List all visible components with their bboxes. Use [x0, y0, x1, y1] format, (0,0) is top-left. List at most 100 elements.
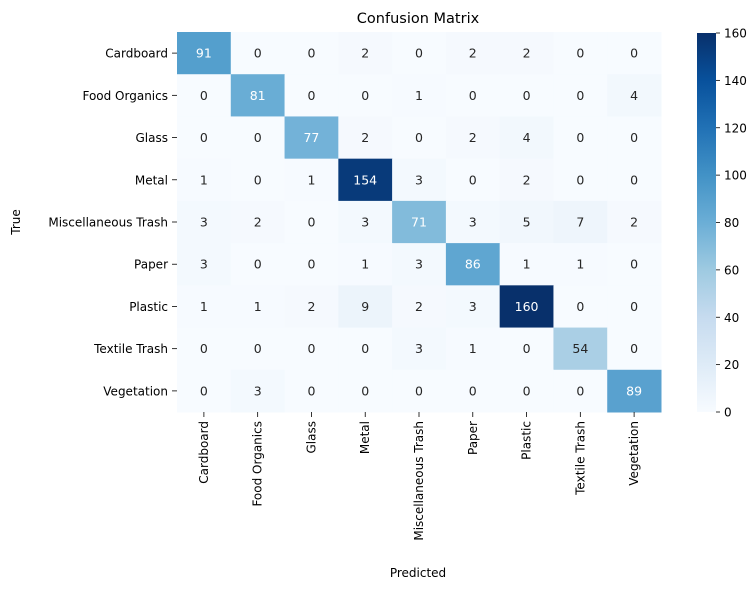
heatmap-cell — [445, 369, 501, 413]
y-axis-ticks: Cardboard Food Organics Glass Metal Miscella… — [48, 47, 177, 398]
colorbar-tick-label: 140 — [724, 74, 747, 88]
cell-value-label: 3 — [415, 257, 423, 272]
heatmap-cell — [284, 116, 339, 160]
heatmap-cell — [177, 32, 232, 75]
heatmap-cell — [230, 158, 286, 202]
cell-value-label: 1 — [361, 257, 369, 272]
cell-value-label: 0 — [630, 172, 638, 187]
cell-value-label: 1 — [254, 299, 262, 314]
cell-value-label: 4 — [523, 130, 531, 145]
x-tick-label: Miscellaneous Trash — [412, 421, 426, 541]
cell-value-label: 81 — [250, 88, 266, 103]
heatmap-cell — [607, 74, 662, 117]
cell-value-label: 0 — [469, 383, 477, 398]
heatmap-cell — [392, 327, 447, 371]
heatmap-cell — [230, 327, 286, 371]
heatmap-cell — [553, 32, 608, 75]
heatmap-cell — [499, 200, 554, 244]
colorbar — [697, 33, 716, 412]
heatmap-cell — [445, 285, 501, 329]
heatmap-cell — [499, 243, 554, 286]
heatmap-cell — [607, 32, 662, 75]
heatmap-cell — [230, 116, 286, 160]
heatmap-cell — [392, 285, 447, 329]
heatmap-cell — [284, 327, 339, 371]
cell-value-label: 0 — [361, 341, 369, 356]
y-tick-label: Metal — [135, 173, 168, 187]
cell-value-label: 9 — [361, 299, 369, 314]
heatmap-cell — [553, 200, 608, 244]
heatmap-cell — [499, 327, 554, 371]
heatmap-cell — [177, 200, 232, 244]
cell-value-label: 0 — [254, 130, 262, 145]
colorbar-tick-label: 60 — [724, 263, 739, 277]
colorbar-tick-label: 80 — [724, 216, 739, 230]
cell-value-label: 2 — [415, 299, 423, 314]
cell-value-label: 7 — [576, 215, 584, 230]
cell-value-label: 0 — [200, 130, 208, 145]
heatmap-cell — [230, 243, 286, 286]
cell-value-label: 0 — [469, 172, 477, 187]
heatmap-cells — [177, 32, 662, 413]
heatmap-cell — [607, 369, 662, 413]
y-tick-label: Vegetation — [103, 384, 168, 398]
heatmap-cell — [284, 32, 339, 75]
cell-value-label: 0 — [254, 172, 262, 187]
cell-value-label: 3 — [200, 215, 208, 230]
cell-value-label: 2 — [523, 46, 531, 61]
heatmap-cell — [230, 74, 286, 117]
cell-value-label: 3 — [415, 341, 423, 356]
heatmap-cell — [177, 327, 232, 371]
colorbar-tick-label: 0 — [724, 406, 732, 420]
heatmap-cell — [445, 243, 501, 286]
heatmap-cell — [284, 369, 339, 413]
cell-value-label: 0 — [576, 130, 584, 145]
heatmap-cell — [499, 285, 554, 329]
heatmap-cell — [607, 116, 662, 160]
colorbar-ticks: 0 20 40 60 80 100 120 140 160 — [716, 27, 747, 420]
heatmap-cell — [338, 74, 393, 117]
colorbar-tick-label: 20 — [724, 358, 739, 372]
cell-value-label: 0 — [630, 299, 638, 314]
colorbar-tick-label: 160 — [724, 27, 747, 41]
heatmap-cell — [607, 285, 662, 329]
cell-value-label: 0 — [523, 383, 531, 398]
cell-value-label: 2 — [254, 215, 262, 230]
cell-value-label: 1 — [415, 88, 423, 103]
cell-value-label: 0 — [576, 88, 584, 103]
heatmap-cell — [338, 32, 393, 75]
cell-value-label: 0 — [576, 383, 584, 398]
heatmap-cell — [499, 32, 554, 75]
cell-value-label: 86 — [465, 257, 481, 272]
heatmap-cell — [392, 369, 447, 413]
heatmap-cell — [230, 285, 286, 329]
cell-value-label: 0 — [200, 383, 208, 398]
heatmap-cell — [607, 243, 662, 286]
heatmap-cell — [445, 32, 501, 75]
heatmap-cell — [607, 158, 662, 202]
heatmap-cell — [338, 200, 393, 244]
heatmap-cell — [499, 158, 554, 202]
heatmap-cell — [553, 74, 608, 117]
heatmap-cell — [499, 116, 554, 160]
cell-value-label: 2 — [361, 46, 369, 61]
cell-value-label: 0 — [254, 46, 262, 61]
cell-value-label: 0 — [630, 341, 638, 356]
cell-value-label: 0 — [307, 88, 315, 103]
cell-value-label: 54 — [572, 341, 588, 356]
heatmap-cell — [230, 200, 286, 244]
chart-title: Confusion Matrix — [357, 11, 480, 27]
heatmap-cell — [553, 327, 608, 371]
heatmap-cell — [392, 32, 447, 75]
cell-value-label: 0 — [630, 46, 638, 61]
cell-value-label: 0 — [576, 46, 584, 61]
cell-value-label: 77 — [303, 130, 319, 145]
y-tick-label: Miscellaneous Trash — [48, 216, 168, 230]
heatmap-cell — [177, 369, 232, 413]
cell-value-label: 0 — [307, 257, 315, 272]
heatmap-cell — [284, 158, 339, 202]
cell-value-label: 3 — [469, 215, 477, 230]
heatmap-cell — [177, 74, 232, 117]
x-tick-label: Vegetation — [627, 421, 641, 486]
